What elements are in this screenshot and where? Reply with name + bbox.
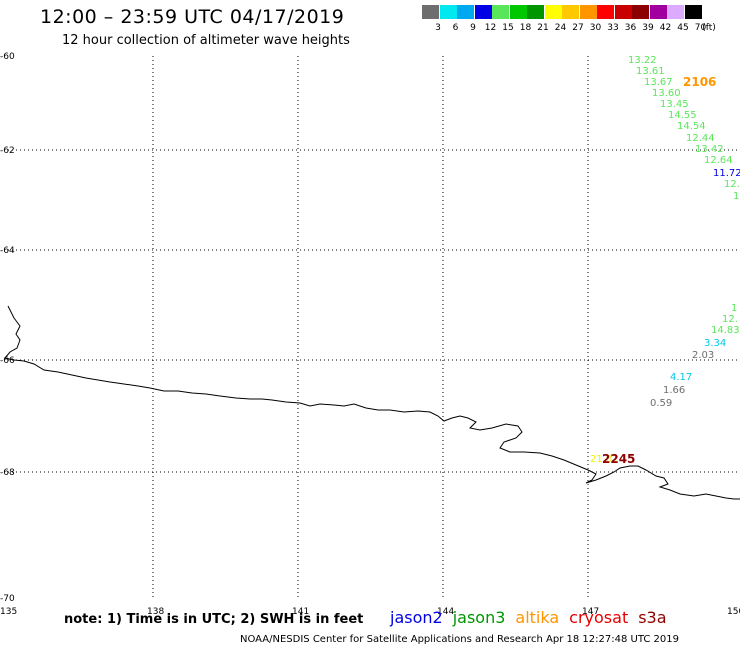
- scale-swatch: [632, 5, 649, 19]
- scale-label: 36: [624, 23, 637, 33]
- scale-swatch: [579, 5, 597, 19]
- wave-height-observations: 13.2213.6113.6713.6013.4514.5514.5412.44…: [590, 55, 740, 466]
- scale-unit: (ft): [702, 23, 716, 33]
- scale-swatch: [544, 5, 562, 19]
- wave-height-label: 14.54: [677, 121, 706, 132]
- wave-height-label: 14.55: [668, 110, 697, 121]
- scale-label: 24: [554, 23, 567, 33]
- scale-swatch: [614, 5, 632, 19]
- scale-swatch: [667, 5, 684, 19]
- latitude-tick-label: -62: [0, 146, 15, 156]
- scale-label: 39: [642, 23, 654, 33]
- latitude-tick-label: -70: [0, 594, 15, 604]
- longitude-tick-label: 150: [727, 607, 740, 617]
- satellite-legend-item: altika: [515, 608, 560, 627]
- footer-note: note: 1) Time is in UTC; 2) SWH is in fe…: [64, 612, 364, 627]
- scale-swatch: [684, 5, 702, 19]
- scale-label: 33: [607, 23, 619, 33]
- satellite-legend-item: jason3: [452, 608, 506, 627]
- wave-height-label: 0.59: [650, 398, 672, 409]
- satellite-legend: jason2 jason3 altika cryosat s3a: [390, 608, 677, 627]
- satellite-legend-item: jason2: [390, 608, 443, 627]
- wave-height-label: 12.44: [686, 133, 715, 144]
- longitude-tick-label: 135: [0, 607, 17, 617]
- wave-height-label: 2.03: [692, 350, 714, 361]
- footer-credit: NOAA/NESDIS Center for Satellite Applica…: [240, 634, 679, 645]
- scale-label: 45: [677, 23, 689, 33]
- wave-height-label: 1: [733, 191, 739, 202]
- satellite-legend-item: cryosat: [569, 608, 629, 627]
- scale-label: 9: [470, 23, 476, 33]
- scale-swatch: [422, 5, 439, 19]
- latitude-tick-label: -66: [0, 356, 15, 366]
- wave-height-label: 11.72: [713, 168, 740, 179]
- scale-swatch: [562, 5, 579, 19]
- scale-label: 70: [694, 23, 707, 33]
- wave-height-label: 1: [731, 303, 737, 314]
- map-title: 12:00 – 23:59 UTC 04/17/2019: [40, 6, 345, 28]
- scale-swatch: [492, 5, 509, 19]
- scale-label: 6: [452, 23, 459, 33]
- wave-height-label: 12.: [724, 179, 740, 190]
- wave-height-label: 13.42: [695, 144, 724, 155]
- scale-swatch: [474, 5, 492, 19]
- wave-height-label: 13.45: [660, 99, 689, 110]
- scale-swatch: [457, 5, 474, 19]
- wave-height-label: 12.: [722, 314, 738, 325]
- wave-height-label: 12.64: [704, 155, 733, 166]
- longitude-tick-label: 138: [147, 607, 164, 617]
- scale-label: 18: [519, 23, 532, 33]
- latitude-tick-label: -64: [0, 246, 15, 256]
- scale-label: 42: [659, 23, 672, 33]
- scale-label: 30: [589, 23, 602, 33]
- wave-height-label: 4.17: [670, 372, 692, 383]
- latitude-tick-label: -60: [0, 52, 15, 62]
- wave-height-label: 13.22: [628, 55, 657, 66]
- wave-height-label: 13.60: [652, 88, 681, 99]
- map-subtitle: 12 hour collection of altimeter wave hei…: [62, 33, 350, 48]
- longitude-tick-label: 147: [582, 607, 599, 617]
- pass-time-label: 2245: [602, 452, 635, 466]
- scale-label: 21: [537, 23, 549, 33]
- graticule: [8, 56, 740, 598]
- scale-swatch: [439, 5, 457, 19]
- map-frame: [8, 56, 740, 599]
- wave-height-label: 13.61: [636, 66, 665, 77]
- scale-label: 12: [484, 23, 497, 33]
- antarctic-coastline: [4, 305, 740, 500]
- longitude-tick-label: 141: [292, 607, 309, 617]
- scale-label: 27: [572, 23, 584, 33]
- wave-height-label: 14.83: [711, 325, 740, 336]
- scale-swatch: [649, 5, 667, 19]
- scale-swatch: [597, 5, 614, 19]
- wave-height-label: 13.67: [644, 77, 673, 88]
- scale-label: 15: [502, 23, 514, 33]
- scale-swatch: [509, 5, 527, 19]
- wave-height-label: 21.01: [590, 454, 619, 465]
- longitude-tick-label: 144: [437, 607, 454, 617]
- wave-height-label: 1.66: [663, 385, 685, 396]
- scale-label: 3: [435, 23, 441, 33]
- scale-swatch: [527, 5, 544, 19]
- wave-height-label: 3.34: [704, 338, 726, 349]
- pass-time-label: 2106: [683, 75, 716, 89]
- satellite-legend-item: s3a: [638, 608, 667, 627]
- latitude-tick-label: -68: [0, 468, 15, 478]
- axis-tick-labels: -60 -62 -64 -66 -68 -70 135 138 141 144 147 150: [0, 52, 740, 617]
